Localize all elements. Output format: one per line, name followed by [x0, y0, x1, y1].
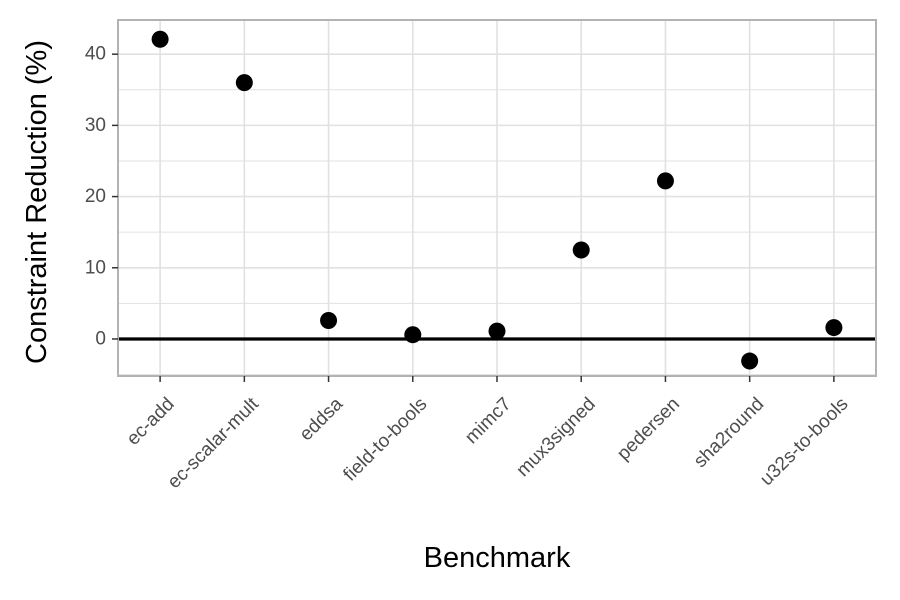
x-tick-label: mux3signed	[513, 394, 600, 481]
x-tick-label: pedersen	[613, 394, 684, 465]
y-tick-label: 30	[85, 115, 106, 136]
x-tick-label: field-to-bools	[340, 394, 432, 486]
x-tick-label: u32s-to-bools	[756, 394, 852, 490]
x-tick-label: ec-scalar-mult	[164, 393, 264, 493]
major-gridlines	[118, 20, 876, 376]
x-tick-label: mimc7	[461, 394, 515, 448]
x-tick-label: ec-add	[123, 394, 179, 450]
data-point-mux3signed	[572, 241, 590, 259]
data-point-ec-add	[151, 30, 169, 48]
x-tick-label: eddsa	[296, 393, 348, 445]
data-point-mimc7	[488, 322, 506, 340]
y-tick-label: 20	[85, 186, 106, 207]
y-tick-label: 40	[85, 44, 106, 65]
y-tick-label: 10	[85, 257, 106, 278]
x-axis-title: Benchmark	[424, 542, 571, 574]
y-axis-title: Constraint Reduction (%)	[21, 40, 53, 364]
data-point-eddsa	[320, 311, 338, 329]
data-points	[151, 30, 843, 370]
data-point-field-to-bools	[404, 326, 422, 344]
y-axis-ticks: 0 10 20 30 40	[85, 44, 118, 349]
data-point-u32s-to-bools	[825, 319, 843, 337]
y-tick-label: 0	[95, 328, 106, 349]
data-point-sha2round	[741, 352, 759, 370]
data-point-ec-scalar-mult	[235, 74, 253, 92]
x-tick-label: sha2round	[690, 394, 768, 472]
data-point-pedersen	[656, 172, 674, 190]
